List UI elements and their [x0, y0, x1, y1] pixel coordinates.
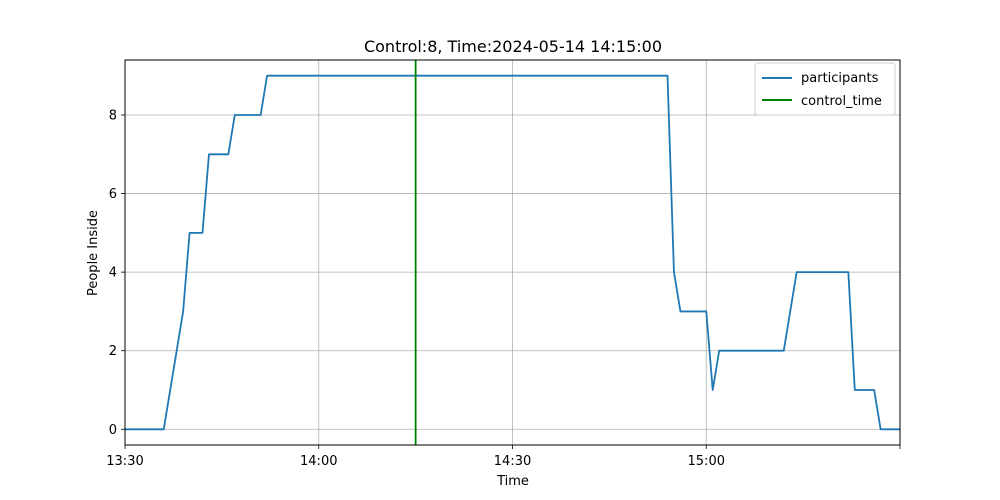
legend: participants control_time: [754, 62, 896, 116]
x-tick-label: 13:30: [106, 454, 143, 469]
x-axis-ticks: 13:30 14:00 14:30 15:00: [106, 445, 901, 469]
legend-frame: [754, 62, 896, 116]
y-tick-label: 8: [109, 109, 117, 124]
y-tick-label: 6: [109, 187, 117, 202]
chart-title: Control:8, Time:2024-05-14 14:15:00: [364, 37, 662, 56]
x-tick-label: 15:00: [688, 454, 725, 469]
y-axis-ticks: 0 2 4 6 8: [109, 109, 125, 438]
legend-label-participants: participants: [801, 71, 879, 86]
series-layer: [125, 74, 900, 431]
y-tick-label: 0: [109, 423, 117, 438]
y-tick-label: 4: [109, 266, 117, 281]
y-axis-label: People Inside: [86, 210, 101, 296]
x-tick-label: 14:00: [300, 454, 337, 469]
series-line-participants: [125, 74, 900, 431]
grid-layer: [124, 60, 901, 445]
x-axis-label: Time: [496, 474, 529, 489]
x-tick-label: 14:30: [494, 454, 531, 469]
legend-label-control-time: control_time: [801, 94, 882, 109]
y-tick-label: 2: [109, 344, 117, 359]
